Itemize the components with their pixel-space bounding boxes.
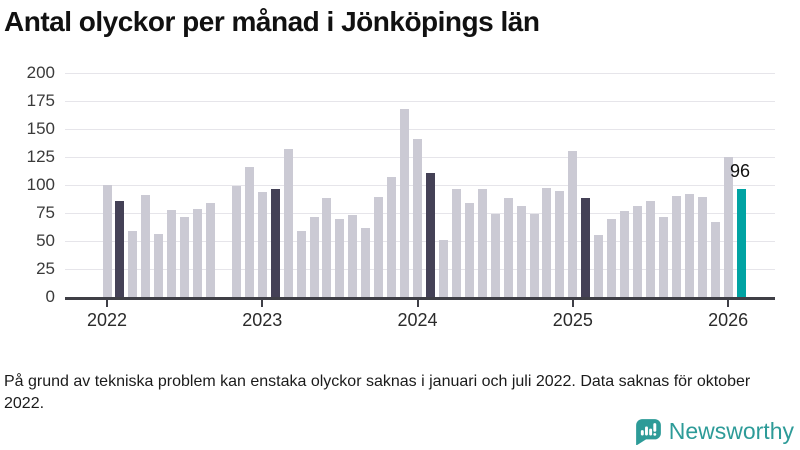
gridline [65, 72, 775, 74]
x-axis-year-label: 2023 [242, 310, 283, 330]
bar-2022-04 [141, 195, 151, 297]
bar-2026-01 [723, 157, 733, 297]
bar-2024-09 [516, 206, 526, 297]
bar-2024-05 [464, 202, 474, 297]
bar-2023-03 [283, 149, 293, 297]
bar-2026-02 [736, 189, 746, 297]
bar-2023-02 [270, 189, 280, 297]
x-axis-year-label: 2025 [552, 310, 593, 330]
y-axis-tick-label: 50 [36, 231, 55, 250]
bar-2023-01 [257, 191, 267, 297]
bar-2022-03 [128, 230, 138, 297]
bar-2025-12 [710, 221, 720, 297]
bar-2025-05 [620, 210, 630, 297]
bar-2022-05 [154, 234, 164, 297]
bar-2025-10 [684, 193, 694, 297]
y-axis-tick-label: 0 [45, 287, 55, 306]
bar-2022-07 [180, 217, 190, 297]
y-axis-tick-label: 125 [26, 147, 55, 166]
bar-2022-12 [244, 167, 254, 297]
bar-2024-03 [438, 239, 448, 297]
bar-2023-08 [348, 215, 358, 297]
bar-2024-12 [555, 190, 565, 297]
bar-2023-06 [322, 198, 332, 297]
bar-chart: 0 25 50 75 100 125 150 175 200 2022 2023 2024 2025 20… [0, 60, 800, 330]
newsworthy-logo-text: Newsworthy [668, 418, 794, 444]
bar-2025-07 [645, 200, 655, 297]
x-axis-year-label: 2024 [397, 310, 438, 330]
x-axis-tick [261, 300, 264, 307]
bar-2022-02 [115, 200, 125, 297]
bar-2025-06 [633, 206, 643, 297]
bar-2024-01 [413, 139, 423, 297]
x-axis-tick [416, 300, 419, 307]
y-axis-tick-label: 175 [26, 91, 55, 110]
bar-2024-08 [503, 198, 513, 297]
bar-2025-01 [568, 151, 578, 297]
bar-2023-10 [374, 197, 384, 297]
bar-2023-04 [296, 230, 306, 297]
bar-2025-08 [658, 217, 668, 297]
bar-2025-04 [607, 218, 617, 297]
y-axis-tick-label: 75 [36, 203, 55, 222]
y-axis-tick-label: 150 [26, 119, 55, 138]
y-axis-tick-label: 25 [36, 259, 55, 278]
bar-2023-07 [335, 218, 345, 297]
x-axis-year-label: 2022 [86, 310, 128, 330]
bar-2023-11 [387, 177, 397, 297]
bar-2023-12 [400, 108, 410, 297]
x-axis-year-label: 2026 [708, 310, 749, 330]
bar-2022-09 [206, 202, 216, 297]
bar-2025-02 [581, 198, 591, 297]
plot-area: 0 25 50 75 100 125 150 175 200 2022 2023 2024 2025 20… [27, 63, 775, 330]
chart-title: Antal olyckor per månad i Jönköpings län [4, 6, 540, 37]
bar-2024-06 [477, 189, 487, 297]
bar-2022-08 [193, 208, 203, 297]
x-axis-tick [571, 300, 574, 307]
current-value-label: 96 [730, 161, 751, 182]
bar-2022-11 [231, 186, 241, 297]
bar-2023-09 [361, 227, 371, 297]
x-axis-tick [727, 300, 730, 307]
bar-2025-09 [671, 196, 681, 297]
bar-2024-04 [451, 189, 461, 297]
bar-2025-03 [594, 235, 604, 297]
bar-2024-07 [490, 214, 500, 297]
bar-2024-11 [542, 188, 552, 297]
y-axis-tick-label: 100 [26, 175, 55, 194]
bar-2024-10 [529, 214, 539, 297]
chart-footnote: På grund av tekniska problem kan enstaka… [4, 373, 751, 413]
bar-2023-05 [309, 217, 319, 297]
speech-bubble-bar-chart-icon [635, 419, 661, 445]
bar-2022-06 [167, 209, 177, 297]
gridline [65, 128, 775, 130]
gridline [65, 100, 775, 102]
bar-2025-11 [697, 197, 707, 297]
bar-2022-01 [102, 185, 112, 297]
newsworthy-logo: Newsworthy [635, 418, 794, 445]
bar-2024-02 [426, 172, 435, 297]
y-axis-tick-label: 200 [26, 63, 55, 82]
x-axis-tick [106, 300, 108, 307]
